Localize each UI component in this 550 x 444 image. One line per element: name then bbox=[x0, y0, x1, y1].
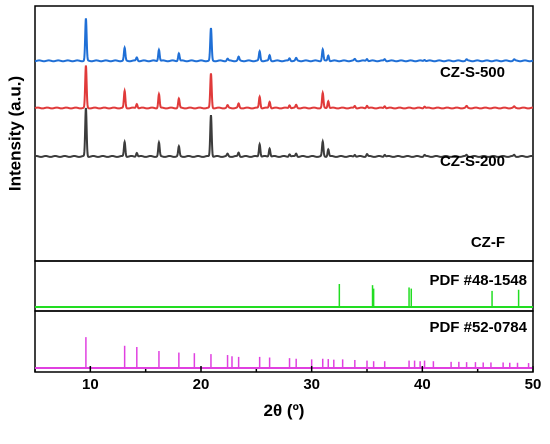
y-axis-title: Intensity (a.u.) bbox=[5, 76, 24, 191]
series-line-1 bbox=[34, 18, 534, 63]
reference-label-1: PDF #48-1548 bbox=[429, 272, 527, 289]
series-line-2 bbox=[34, 65, 533, 110]
x-tick-label: 50 bbox=[525, 376, 542, 393]
x-tick-label: 30 bbox=[303, 376, 320, 393]
x-tick-label: 10 bbox=[82, 376, 99, 393]
series-label-3: CZ-F bbox=[471, 234, 505, 251]
series-layer bbox=[34, 18, 534, 158]
series-label-1: CZ-S-500 bbox=[440, 64, 505, 81]
series-labels: CZ-S-500 CZ-S-200 CZ-F PDF #48-1548 PDF #52-… bbox=[429, 64, 527, 336]
x-tick-label: 20 bbox=[193, 376, 210, 393]
x-axis-ticks: 10 20 30 40 50 bbox=[34, 366, 542, 393]
reference-pattern-layer bbox=[35, 284, 533, 369]
x-tick-label: 40 bbox=[414, 376, 431, 393]
series-label-2: CZ-S-200 bbox=[440, 153, 505, 170]
reference-label-2: PDF #52-0784 bbox=[429, 319, 527, 336]
upper-plot-frame bbox=[34, 5, 534, 262]
x-axis-title: 2θ (º) bbox=[264, 401, 305, 420]
lower-plot-frame bbox=[34, 310, 534, 373]
series-line-3 bbox=[34, 107, 534, 158]
